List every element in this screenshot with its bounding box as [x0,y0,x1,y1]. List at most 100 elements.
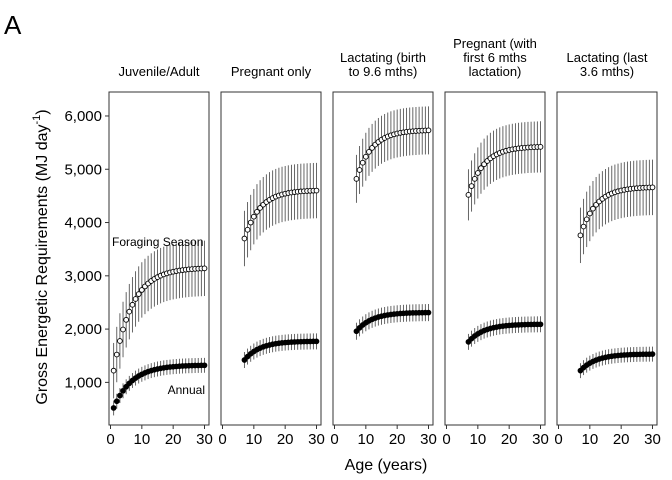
x-tick-label: 10 [133,431,150,448]
series-foraging-season [110,240,208,399]
series-annual [465,316,544,350]
series-foraging-season [353,106,432,203]
facet-title-line: to 9.6 mths) [349,64,418,79]
facet-panel: Lactating (last 3.6 mths) 0 10 20 30 [554,50,661,448]
series-foraging-season [577,159,656,264]
data-point [468,183,475,189]
y-tick-label: 4,000 [64,215,102,232]
series-annual [110,357,208,416]
facet-panel: Lactating (birth to 9.6 mths) 0 10 20 30 [330,50,437,448]
y-axis-title: Gross Energetic Requirements (MJ day-1) [31,109,51,404]
series-foraging-season [241,162,320,267]
y-axis-title-close: ) [34,109,51,114]
data-point [577,232,584,239]
y-axis-title-main: Gross Energetic Requirements (MJ day [34,125,51,405]
data-point [471,176,478,182]
x-tick-label: 0 [106,431,114,448]
data-point [123,383,130,390]
panel-frame [556,91,658,426]
data-point [110,367,117,374]
data-point [356,167,363,173]
data-point [359,159,366,166]
facet-panel: Pregnant only 0 10 20 30 [218,64,325,448]
series-foraging-season [465,121,544,221]
data-point [465,191,472,198]
panel-frame [444,91,546,426]
facet-title-line: Lactating (last [567,50,648,65]
data-point [537,321,544,328]
data-point [120,326,126,333]
data-point [425,127,432,134]
series-annual [577,346,656,379]
data-point [117,392,123,399]
x-tick-label: 10 [245,431,262,448]
panels: Juvenile/Adult 0 10 20 30 Foraging Season Annu… [106,36,661,448]
data-point [201,265,208,272]
x-tick-label: 20 [277,431,294,448]
data-point [254,208,260,215]
facet-title-line: 3.6 mths) [580,64,634,79]
panel-label: A [4,10,22,40]
series-annotation: Foraging Season [112,235,203,249]
svg-text:Gross Energetic Requirements (: Gross Energetic Requirements (MJ day-1) [31,109,51,404]
data-point [113,351,120,358]
x-tick-label: 30 [532,431,549,448]
facet-title: Lactating (birth to 9.6 mths) [340,50,426,79]
facet-title-line: Lactating (birth [340,50,426,65]
facet-title: Lactating (last 3.6 mths) [567,50,648,79]
facet-title: Pregnant (with first 6 mths lactation) [453,36,537,79]
data-point [649,351,656,357]
data-point [537,144,544,150]
data-point [241,235,248,242]
data-point [113,398,120,405]
x-tick-label: 20 [165,431,182,448]
data-point [580,223,587,230]
data-point [244,226,251,233]
y-axis: 1,000 2,000 3,000 4,000 5,000 6,000 [64,108,109,391]
x-tick-label: 20 [613,431,630,448]
data-point [425,309,432,316]
facet-panel: Juvenile/Adult 0 10 20 30 Foraging Season Annu… [106,64,213,448]
data-point [586,210,593,217]
x-tick-label: 20 [389,431,406,448]
data-point [135,291,142,297]
data-point [590,205,596,212]
data-point [478,165,484,172]
data-point [247,219,254,226]
data-point [138,287,145,293]
facet-title-line: Juvenile/Adult [119,64,200,79]
x-tick-label: 0 [442,431,450,448]
data-point [201,362,208,369]
x-tick-label: 30 [420,431,437,448]
data-point [353,328,360,335]
x-tick-label: 0 [218,431,226,448]
data-point [366,149,372,155]
facet-title-line: Pregnant (with [453,36,537,51]
data-point [313,338,320,345]
y-tick-label: 5,000 [64,161,102,178]
facet-title: Juvenile/Adult [119,64,200,79]
data-point [110,405,117,411]
x-tick-label: 0 [554,431,562,448]
y-tick-label: 1,000 [64,374,102,391]
facet-panel: Pregnant (with first 6 mths lactation) 0 10 2… [442,36,549,448]
series-annual [353,304,432,340]
panel-frame [108,91,210,426]
y-axis-title-sup: -1 [31,115,43,125]
x-tick-label: 10 [357,431,374,448]
panel-frame [332,91,434,426]
data-point [241,357,248,363]
x-tick-label: 10 [469,431,486,448]
x-axis-title: Age (years) [345,457,428,474]
x-tick-label: 10 [581,431,598,448]
data-point [120,387,126,394]
facet-title-line: first 6 mths [463,50,527,65]
data-point [313,187,320,194]
data-point [583,216,590,223]
x-tick-label: 30 [644,431,661,448]
y-tick-label: 3,000 [64,268,102,285]
facet-title: Pregnant only [231,64,312,79]
data-point [474,170,481,176]
x-tick-label: 0 [330,431,338,448]
